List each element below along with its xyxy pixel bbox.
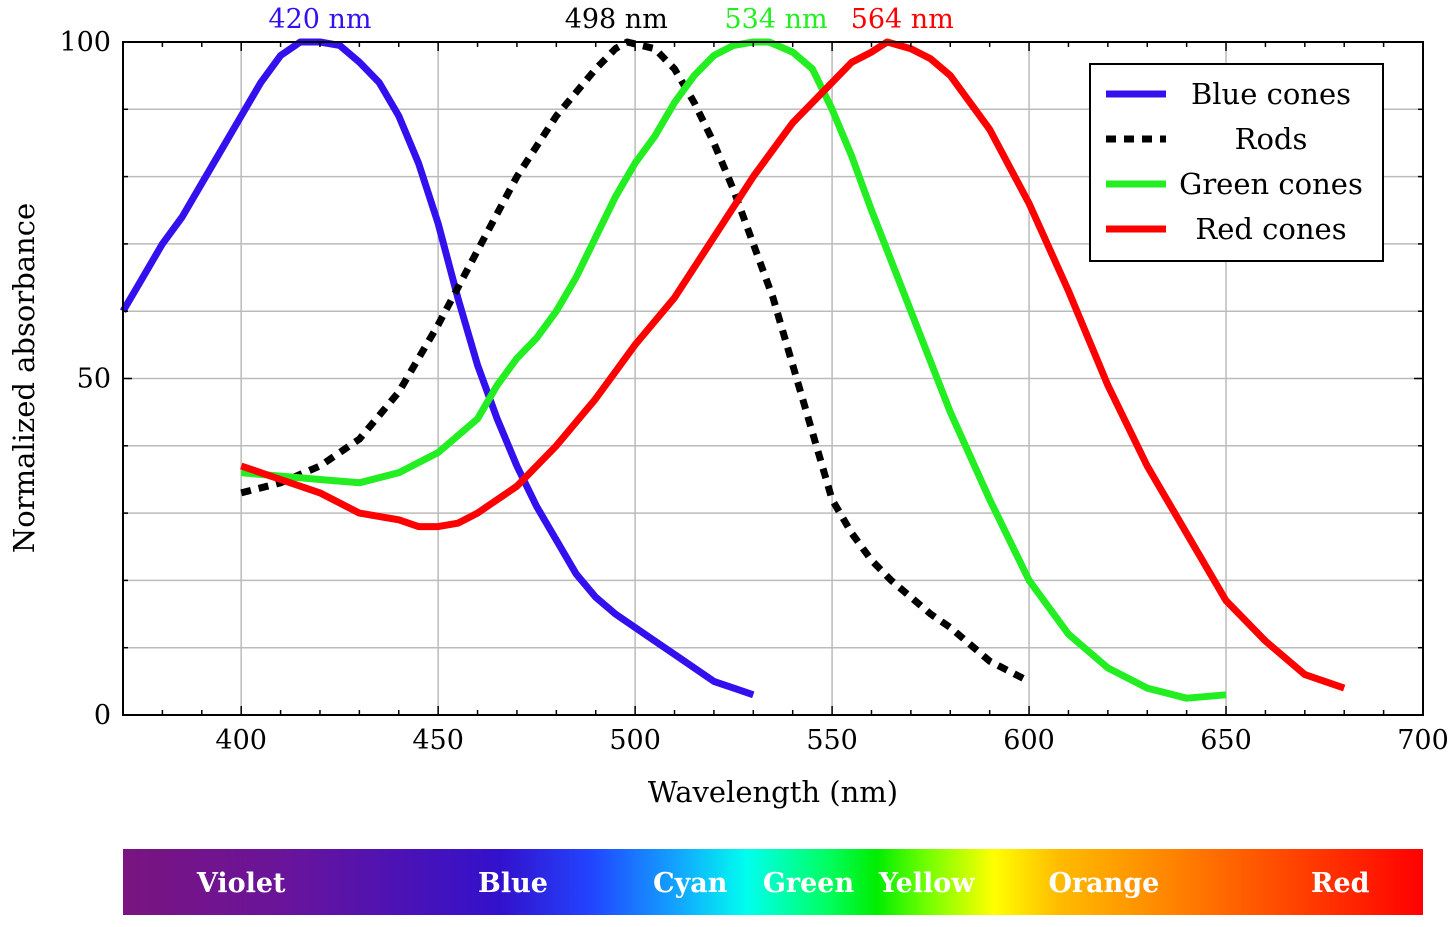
legend: Blue cones Rods Green cones Red cones [1089,63,1384,262]
spectrum-label: Blue [478,868,548,899]
x-tick-label: 600 [1003,725,1055,756]
spectrum-label: Cyan [653,868,728,899]
axis-ticks: 400 450 500 550 600 650 700 0 50 100 [59,27,1448,756]
legend-label: Blue cones [1191,77,1351,111]
y-tick-label: 0 [94,700,111,731]
spectrum-label: Red [1311,868,1370,899]
spectrum-label: Violet [196,868,286,899]
y-tick-label: 100 [59,27,111,58]
series-line-rods [240,38,1031,685]
series-line-blue-cones [119,38,755,699]
x-tick-label: 550 [806,725,858,756]
spectrum-bar: Violet Blue Cyan Green Yellow Orange Red [123,849,1423,915]
series-line-green-cones [240,38,1227,702]
peak-label: 498 nm [565,4,668,35]
spectrum-label: Green [763,868,855,899]
x-axis-title: Wavelength (nm) [648,775,898,809]
peak-label: 534 nm [725,4,828,35]
x-tick-label: 450 [412,725,464,756]
x-tick-label: 700 [1397,725,1449,756]
series-group [119,38,1346,702]
series-line-red-cones [240,38,1346,692]
spectrum-label: Orange [1048,868,1159,899]
legend-label: Red cones [1195,212,1346,246]
spectrum-gradient-bar [123,849,1423,915]
y-axis-title: Normalized absorbance [7,203,41,553]
legend-label: Green cones [1179,167,1363,201]
x-tick-label: 650 [1200,725,1252,756]
legend-label: Rods [1235,122,1308,156]
peak-labels: 420 nm 498 nm 534 nm 564 nm [268,4,953,35]
x-tick-label: 500 [609,725,661,756]
y-tick-label: 50 [77,364,111,395]
peak-label: 564 nm [851,4,954,35]
spectrum-label: Yellow [878,868,976,899]
x-tick-label: 400 [215,725,267,756]
peak-label: 420 nm [268,4,371,35]
